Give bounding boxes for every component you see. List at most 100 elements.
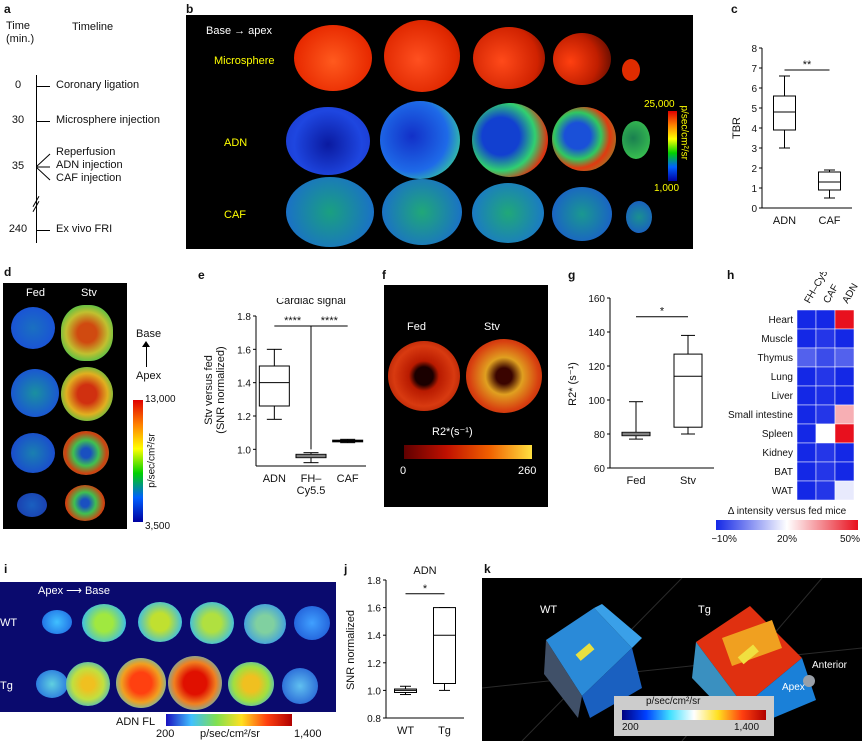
panel-b-scale-min: 1,000 xyxy=(654,183,680,194)
heatmap-scale-tick: 20% xyxy=(777,534,797,542)
y-tick-label: 140 xyxy=(588,328,605,339)
heatmap-row-label: Heart xyxy=(769,315,794,326)
panel-k-legend: p/sec/cm²/sr 200 1,400 xyxy=(614,696,774,736)
timeline-time-1: 30 xyxy=(11,114,25,126)
timeline-title: Timeline xyxy=(72,21,114,33)
timeline-event-1: Microsphere injection xyxy=(56,114,160,126)
panel-b-row-caf: CAF xyxy=(224,209,246,221)
heatmap-cell xyxy=(796,480,817,501)
heart-slice xyxy=(17,493,47,517)
box xyxy=(433,607,456,684)
heatmap-cell xyxy=(815,366,836,387)
panel-i-scale-max: 1,400 xyxy=(294,728,322,740)
significance-label: **** xyxy=(321,315,339,327)
panel-d-col-stv: Stv xyxy=(81,287,97,299)
heatmap-cell xyxy=(796,385,817,406)
heatmap-row-label: Spleen xyxy=(762,429,793,440)
heatmap-scale-tick: −10% xyxy=(712,534,737,542)
panel-i-row-tg: Tg xyxy=(0,680,13,692)
heart-slice xyxy=(11,307,55,349)
heart-slice xyxy=(382,179,462,245)
x-tick-label: FH– Cy5.5 xyxy=(297,473,326,497)
timeline-tick-0 xyxy=(36,86,50,87)
chart-e: Cardiac signal 1.0 1.2 1.4 1.6 1.8 ADN FH– Cy5.5… xyxy=(203,298,366,497)
panel-b-row-microsphere: Microsphere xyxy=(214,55,275,67)
heart-slice xyxy=(472,103,548,177)
heart-slice xyxy=(286,177,374,247)
heatmap-col-label: CAF xyxy=(822,283,842,306)
panel-label-a: a xyxy=(4,2,11,16)
y-tick-label: 7 xyxy=(751,64,757,75)
y-tick-label: 100 xyxy=(588,396,605,407)
heatmap-cell xyxy=(834,309,855,330)
y-tick-label: 0 xyxy=(751,204,757,215)
panel-d-image: Fed Stv xyxy=(3,283,127,529)
panel-label-j: j xyxy=(344,562,348,576)
heatmap-cell xyxy=(834,347,855,368)
panel-b-colorbar xyxy=(668,111,677,181)
panel-k-apex: Apex xyxy=(782,682,805,693)
panel-k-label-wt: WT xyxy=(540,604,558,616)
heart-slice xyxy=(472,183,544,243)
heatmap-cell xyxy=(815,328,836,349)
timeline-event-2: Reperfusion ADN injection CAF injection xyxy=(56,146,123,184)
x-tick-label: ADN xyxy=(263,473,286,485)
heart-slice xyxy=(388,341,460,411)
y-tick-label: 1.2 xyxy=(237,412,251,423)
timeline-fork xyxy=(36,153,51,181)
y-axis-label: R2* (s⁻¹) xyxy=(567,362,579,406)
heatmap-cell xyxy=(834,385,855,406)
x-tick-label: Fed xyxy=(627,475,646,487)
heatmap-cell xyxy=(834,442,855,463)
y-tick-label: 120 xyxy=(588,362,605,373)
heart-slice xyxy=(552,187,612,241)
chart-g: 60 80 100 120 140 160 Fed Stv R2* (s⁻¹) * xyxy=(567,294,714,487)
heatmap-row-label: Lung xyxy=(771,372,793,383)
box xyxy=(673,353,703,428)
heatmap-row-label: Small intestine xyxy=(728,410,793,421)
heart-slice xyxy=(36,670,68,698)
panel-label-g: g xyxy=(568,268,576,282)
heart-slice xyxy=(116,658,166,708)
panel-d-arrowhead-icon xyxy=(142,341,150,347)
panel-k-image: WT Tg Anterior Apex p/sec/cm²/sr 200 1,4… xyxy=(482,578,862,741)
y-tick-label: 60 xyxy=(594,464,606,475)
heatmap-cell xyxy=(796,461,817,482)
heatmap-row-label: Muscle xyxy=(761,334,793,345)
panel-label-d: d xyxy=(4,265,12,279)
heatmap-cell xyxy=(834,404,855,425)
y-tick-label: 1.6 xyxy=(237,345,251,356)
panel-label-i: i xyxy=(4,562,8,576)
heatmap-cell xyxy=(834,461,855,482)
significance-label: * xyxy=(423,583,428,595)
panel-b-scale-unit: p/sec/cm²/sr xyxy=(678,105,690,160)
x-tick-label: Tg xyxy=(438,725,451,737)
panel-f-scale-min: 0 xyxy=(400,465,407,477)
box xyxy=(258,365,290,407)
heatmap-cell xyxy=(796,442,817,463)
heart-slice xyxy=(552,107,616,171)
heatmap-cell xyxy=(815,347,836,368)
heart-slice xyxy=(138,602,182,642)
heatmap-colorbar xyxy=(716,520,858,530)
heart-slice xyxy=(82,604,126,642)
panel-k-anterior: Anterior xyxy=(812,660,848,671)
panel-b-scale-max: 25,000 xyxy=(644,99,675,110)
heart-slice xyxy=(553,33,611,85)
heart-slice xyxy=(380,101,460,179)
y-tick-label: 1 xyxy=(751,184,757,195)
heart-slice xyxy=(61,367,113,421)
heart-slice xyxy=(244,604,286,644)
y-tick-label: 1.4 xyxy=(237,379,251,390)
panel-label-k: k xyxy=(484,562,491,576)
y-axis-label: TBR xyxy=(731,117,743,139)
timeline-event-3: Ex vivo FRI xyxy=(56,223,113,235)
heatmap-cell xyxy=(815,423,836,444)
panel-f-image: Fed Stv R2*(s⁻¹) 0 260 xyxy=(384,285,548,507)
panel-label-e: e xyxy=(198,268,205,282)
box xyxy=(773,95,796,131)
panel-d-colorbar xyxy=(133,400,143,522)
x-tick-label: Stv xyxy=(680,475,696,487)
y-axis-label: Stv versus fed(SNR normalized) xyxy=(203,346,227,433)
